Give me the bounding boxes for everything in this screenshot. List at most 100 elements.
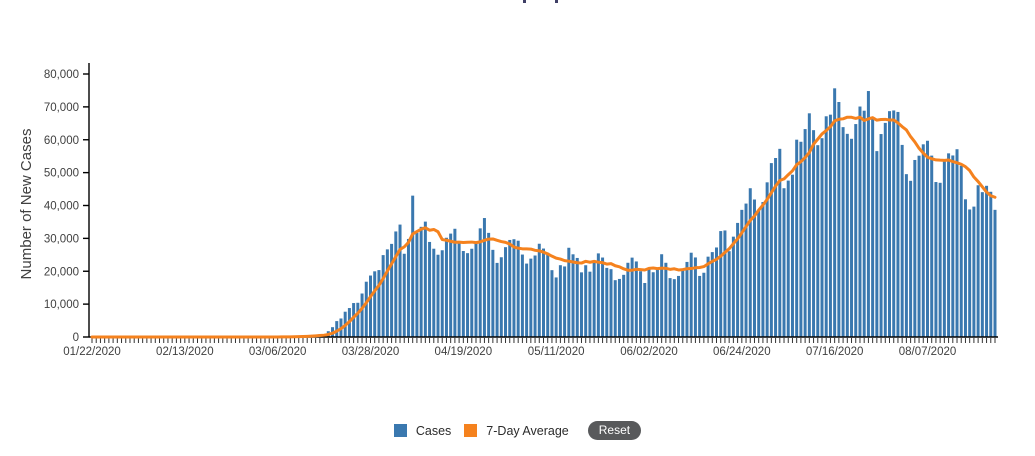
daily-cases-bar[interactable]	[824, 116, 828, 337]
daily-cases-bar[interactable]	[845, 133, 849, 337]
daily-cases-bar[interactable]	[681, 269, 685, 337]
daily-cases-bar[interactable]	[596, 253, 600, 337]
daily-cases-bar[interactable]	[744, 203, 748, 337]
daily-cases-bar[interactable]	[980, 192, 984, 337]
daily-cases-bar[interactable]	[875, 151, 879, 337]
daily-cases-bar[interactable]	[968, 209, 972, 337]
daily-cases-bar[interactable]	[900, 144, 904, 337]
daily-cases-bar[interactable]	[520, 254, 524, 337]
daily-cases-bar[interactable]	[508, 239, 512, 337]
daily-cases-bar[interactable]	[820, 138, 824, 337]
daily-cases-bar[interactable]	[411, 195, 415, 337]
daily-cases-bar[interactable]	[761, 202, 765, 337]
daily-cases-bar[interactable]	[499, 257, 503, 337]
daily-cases-bar[interactable]	[609, 269, 613, 337]
daily-cases-bar[interactable]	[491, 249, 495, 337]
daily-cases-bar[interactable]	[993, 209, 997, 337]
daily-cases-bar[interactable]	[529, 258, 533, 337]
reset-button[interactable]: Reset	[587, 421, 642, 440]
daily-cases-bar[interactable]	[360, 293, 364, 337]
daily-cases-bar[interactable]	[693, 257, 697, 337]
daily-cases-bar[interactable]	[698, 275, 702, 337]
daily-cases-bar[interactable]	[634, 261, 638, 337]
daily-cases-bar[interactable]	[668, 278, 672, 337]
daily-cases-bar[interactable]	[841, 127, 845, 337]
daily-cases-bar[interactable]	[398, 224, 402, 337]
daily-cases-bar[interactable]	[436, 254, 440, 337]
daily-cases-bar[interactable]	[453, 228, 457, 337]
daily-cases-bar[interactable]	[402, 253, 406, 337]
daily-cases-bar[interactable]	[495, 262, 499, 337]
daily-cases-bar[interactable]	[858, 106, 862, 337]
daily-cases-bar[interactable]	[854, 124, 858, 337]
daily-cases-bar[interactable]	[833, 88, 837, 337]
daily-cases-bar[interactable]	[828, 114, 832, 337]
daily-cases-bar[interactable]	[913, 159, 917, 337]
daily-cases-bar[interactable]	[748, 188, 752, 337]
daily-cases-bar[interactable]	[478, 228, 482, 337]
daily-cases-bar[interactable]	[546, 252, 550, 337]
daily-cases-bar[interactable]	[449, 233, 453, 337]
daily-cases-bar[interactable]	[757, 209, 761, 337]
daily-cases-bar[interactable]	[740, 209, 744, 337]
daily-cases-bar[interactable]	[466, 253, 470, 337]
cases-bar-chart[interactable]: 0 10,000 20,000 30,000 40,000 50,000 60,000 70,…	[0, 0, 1035, 400]
daily-cases-bar[interactable]	[504, 247, 508, 337]
daily-cases-bar[interactable]	[989, 191, 993, 337]
daily-cases-bar[interactable]	[807, 113, 811, 337]
daily-cases-bar[interactable]	[567, 247, 571, 337]
daily-cases-bar[interactable]	[579, 272, 583, 337]
daily-cases-bar[interactable]	[963, 199, 967, 337]
daily-cases-bar[interactable]	[959, 165, 963, 337]
avg-legend-swatch[interactable]	[464, 424, 478, 437]
daily-cases-bar[interactable]	[647, 267, 651, 338]
daily-cases-bar[interactable]	[938, 182, 942, 337]
daily-cases-bar[interactable]	[571, 254, 575, 337]
daily-cases-bar[interactable]	[352, 303, 356, 337]
daily-cases-bar[interactable]	[972, 206, 976, 337]
daily-cases-bar[interactable]	[888, 111, 892, 337]
daily-cases-bar[interactable]	[406, 238, 410, 337]
daily-cases-bar[interactable]	[731, 236, 735, 337]
daily-cases-bar[interactable]	[575, 257, 579, 337]
daily-cases-bar[interactable]	[837, 102, 841, 337]
daily-cases-bar[interactable]	[613, 280, 617, 337]
daily-cases-bar[interactable]	[525, 263, 529, 337]
daily-cases-bar[interactable]	[976, 185, 980, 337]
daily-cases-bar[interactable]	[934, 182, 938, 337]
daily-cases-bar[interactable]	[542, 248, 545, 337]
daily-cases-bar[interactable]	[909, 180, 913, 337]
daily-cases-bar[interactable]	[470, 248, 474, 337]
daily-cases-bar[interactable]	[474, 241, 478, 337]
daily-cases-bar[interactable]	[487, 232, 491, 337]
daily-cases-bar[interactable]	[951, 155, 955, 337]
daily-cases-bar[interactable]	[765, 182, 769, 337]
daily-cases-bar[interactable]	[419, 226, 423, 337]
daily-cases-bar[interactable]	[630, 257, 634, 337]
daily-cases-bar[interactable]	[862, 110, 866, 338]
daily-cases-bar[interactable]	[423, 221, 427, 337]
daily-cases-bar[interactable]	[394, 231, 398, 337]
avg-legend-label[interactable]: 7-Day Average	[486, 423, 569, 438]
daily-cases-bar[interactable]	[930, 155, 934, 337]
daily-cases-bar[interactable]	[719, 231, 723, 337]
daily-cases-bar[interactable]	[537, 243, 541, 337]
daily-cases-bar[interactable]	[457, 241, 461, 337]
daily-cases-bar[interactable]	[584, 265, 588, 337]
daily-cases-bar[interactable]	[803, 129, 807, 337]
daily-cases-bar[interactable]	[925, 140, 929, 337]
daily-cases-bar[interactable]	[715, 247, 718, 337]
daily-cases-bar[interactable]	[622, 274, 626, 337]
daily-cases-bar[interactable]	[664, 262, 668, 337]
daily-cases-bar[interactable]	[786, 180, 790, 337]
daily-cases-bar[interactable]	[685, 261, 689, 337]
cases-legend-label[interactable]: Cases	[415, 423, 452, 438]
daily-cases-bar[interactable]	[390, 243, 394, 337]
daily-cases-bar[interactable]	[812, 130, 816, 337]
daily-cases-bar[interactable]	[883, 122, 887, 337]
daily-cases-bar[interactable]	[369, 275, 372, 337]
daily-cases-bar[interactable]	[364, 281, 368, 337]
daily-cases-bar[interactable]	[736, 222, 740, 337]
daily-cases-bar[interactable]	[428, 241, 432, 337]
daily-cases-bar[interactable]	[592, 260, 596, 337]
